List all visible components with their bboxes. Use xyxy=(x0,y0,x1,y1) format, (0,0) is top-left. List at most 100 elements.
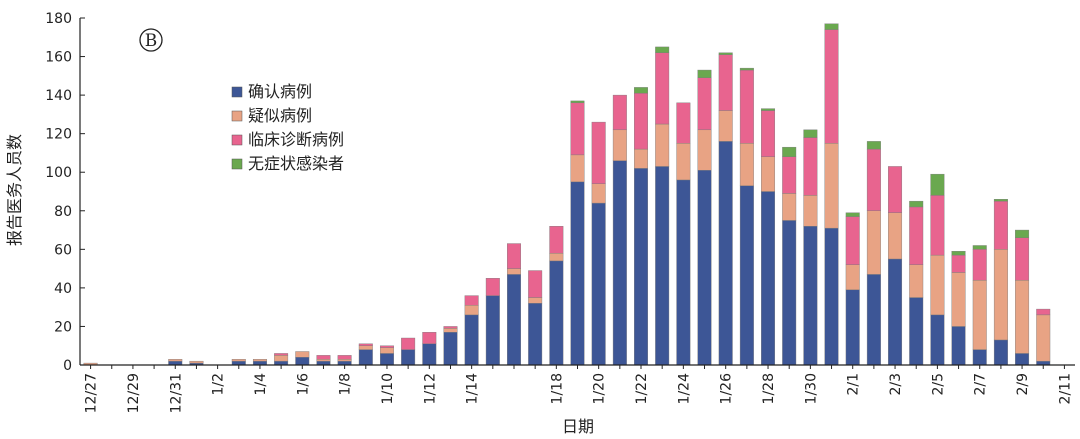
bar-1-11-series-2 xyxy=(401,337,416,350)
bar-1-17-series-2 xyxy=(528,270,543,298)
bar-1-13-series-0 xyxy=(443,332,458,366)
bar-1-30-series-3 xyxy=(803,129,818,138)
legend-label-1: 疑似病例 xyxy=(248,106,312,125)
bar-2-8-series-3 xyxy=(993,199,1008,202)
legend-swatch-2 xyxy=(231,134,243,146)
bar-2-2-series-2 xyxy=(866,148,881,211)
bar-2-6-series-0 xyxy=(951,326,966,366)
bar-1-10-series-2 xyxy=(379,345,394,348)
x-tick-label: 1/2 xyxy=(211,373,227,396)
bar-1-18-series-2 xyxy=(549,225,564,254)
bar-2-1-series-3 xyxy=(845,212,860,217)
bar-1-23-series-1 xyxy=(655,123,670,167)
bar-1-24-series-2 xyxy=(676,102,691,144)
bar-2-9-series-1 xyxy=(1015,279,1030,354)
bar-1-30-series-2 xyxy=(803,137,818,196)
bar-2-3-series-1 xyxy=(888,212,903,260)
bar-1-25-series-1 xyxy=(697,129,712,171)
bar-2-1-series-1 xyxy=(845,264,860,291)
bar-2-2-series-0 xyxy=(866,274,881,366)
y-tick-label: 60 xyxy=(54,242,72,258)
panel-label: B xyxy=(139,28,163,52)
bar-1-25-series-3 xyxy=(697,69,712,78)
bar-1-19-series-3 xyxy=(570,100,585,104)
bar-1-10-series-0 xyxy=(379,353,394,366)
bar-1-12-series-2 xyxy=(422,332,437,345)
x-tick-label: 1/10 xyxy=(380,373,396,404)
bar-1-19-series-1 xyxy=(570,154,585,183)
bar-2-3-series-0 xyxy=(888,258,903,366)
bar-1-9-series-0 xyxy=(358,349,373,366)
bar-1-14-series-1 xyxy=(464,305,479,316)
y-tick-label: 20 xyxy=(54,319,72,335)
bar-2-10-series-1 xyxy=(1036,314,1051,362)
bar-1-9-series-1 xyxy=(358,345,373,350)
x-axis-title: 日期 xyxy=(562,417,594,436)
legend-swatch-1 xyxy=(231,110,243,122)
bars-group xyxy=(83,23,1051,366)
bar-2-6-series-2 xyxy=(951,254,966,273)
x-tick-label: 1/12 xyxy=(422,373,438,404)
x-tick-label: 1/6 xyxy=(295,373,311,396)
bar-1-29-series-3 xyxy=(782,146,797,158)
x-tick-label: 12/29 xyxy=(126,373,142,413)
bar-1-31-series-0 xyxy=(824,227,839,366)
y-tick-label: 40 xyxy=(54,281,72,297)
bar-1-21-series-2 xyxy=(612,94,627,131)
bar-1-29-series-0 xyxy=(782,220,797,366)
bar-1-23-series-3 xyxy=(655,46,670,53)
x-tick-label: 12/31 xyxy=(168,373,184,413)
y-tick-label: 100 xyxy=(45,165,72,181)
bar-1-9-series-2 xyxy=(358,343,373,346)
panel-label-text: B xyxy=(145,31,158,51)
bar-2-3-series-2 xyxy=(888,166,903,213)
bar-1-14-series-2 xyxy=(464,295,479,306)
x-tick-label: 1/22 xyxy=(634,373,650,404)
bar-1-1-series-1 xyxy=(189,360,204,364)
bar-1-26-series-2 xyxy=(718,54,733,111)
bar-1-28-series-1 xyxy=(761,156,776,192)
bar-1-27-series-2 xyxy=(739,69,754,144)
bar-1-20-series-2 xyxy=(591,121,606,184)
axes-group: 0 20 40 60 80 100 120 140 160 180 12/27 12/29 12/31 1… xyxy=(45,11,1075,413)
x-tick-label: 2/1 xyxy=(846,373,862,396)
bar-1-26-series-0 xyxy=(718,141,733,366)
bar-1-5-series-2 xyxy=(274,353,289,356)
bar-1-18-series-0 xyxy=(549,260,564,366)
x-tick-label: 1/4 xyxy=(253,373,269,396)
legend-label-3: 无症状感染者 xyxy=(248,154,344,173)
legend-label-2: 临床诊断病例 xyxy=(248,130,344,149)
bar-1-13-series-2 xyxy=(443,326,458,329)
bar-1-28-series-2 xyxy=(761,110,776,157)
bar-1-11-series-0 xyxy=(401,349,416,366)
bar-1-27-series-0 xyxy=(739,185,754,366)
bar-1-12-series-0 xyxy=(422,343,437,366)
bar-2-9-series-3 xyxy=(1015,229,1030,238)
x-tick-label: 2/7 xyxy=(973,373,989,396)
bar-1-20-series-0 xyxy=(591,202,606,366)
legend-swatch-0 xyxy=(231,86,243,98)
legend-swatch-3 xyxy=(231,158,243,170)
bar-2-1-series-2 xyxy=(845,216,860,265)
bar-1-18-series-1 xyxy=(549,252,564,262)
y-tick-label: 0 xyxy=(63,358,72,374)
bar-1-22-series-1 xyxy=(634,148,648,169)
x-tick-label: 2/9 xyxy=(1015,373,1031,396)
bar-2-2-series-3 xyxy=(866,141,881,150)
bar-1-29-series-1 xyxy=(782,193,797,221)
bar-2-7-series-2 xyxy=(972,249,987,281)
x-tick-label: 1/26 xyxy=(719,373,735,405)
x-tick-label: 1/18 xyxy=(549,373,565,404)
bar-1-17-series-1 xyxy=(528,297,543,304)
y-axis-title: 报告医务人员数 xyxy=(5,134,24,246)
bar-1-20-series-1 xyxy=(591,183,606,204)
bar-1-30-series-1 xyxy=(803,195,818,227)
bar-1-10-series-1 xyxy=(379,347,394,354)
bar-2-5-series-0 xyxy=(930,314,945,366)
legend-label-0: 确认病例 xyxy=(248,82,312,101)
bar-1-6-series-1 xyxy=(295,351,310,358)
bar-1-8-series-2 xyxy=(337,355,352,360)
x-tick-label: 2/11 xyxy=(1057,373,1073,404)
